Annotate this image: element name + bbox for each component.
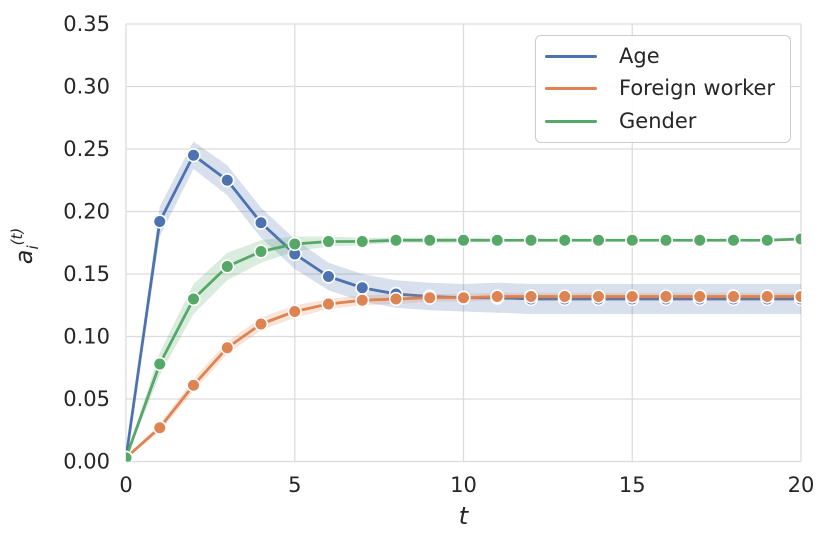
y-tick-label: 0.00 [63, 449, 110, 473]
marker-gender [692, 233, 707, 248]
marker-foreign-worker [625, 289, 640, 304]
legend-item-age: Age [536, 40, 790, 72]
marker-gender [523, 233, 539, 248]
marker-gender [253, 244, 269, 259]
marker-foreign-worker [287, 304, 302, 319]
y-axis-label: ai(t) [8, 228, 42, 264]
marker-gender [152, 356, 167, 372]
legend-swatch-foreign-worker [545, 87, 597, 91]
marker-gender [186, 291, 201, 307]
legend-item-foreign-worker: Foreign worker [536, 73, 790, 105]
y-axis-label-base: a [10, 249, 38, 265]
marker-gender [557, 233, 572, 248]
marker-gender [321, 234, 336, 249]
marker-age [152, 214, 167, 229]
legend-swatch-age [545, 54, 597, 58]
marker-foreign-worker [355, 293, 370, 308]
legend-swatch-gender [545, 120, 597, 124]
marker-foreign-worker [557, 289, 572, 304]
x-tick-label: 15 [619, 473, 646, 497]
marker-foreign-worker [692, 289, 707, 304]
legend-item-gender: Gender [536, 106, 790, 138]
marker-gender [456, 233, 471, 248]
y-tick-label: 0.05 [63, 387, 110, 411]
plot-area [126, 141, 801, 462]
marker-foreign-worker [456, 290, 471, 305]
marker-foreign-worker [253, 316, 269, 332]
x-tick-label: 5 [288, 473, 301, 497]
y-tick-label: 0.15 [63, 262, 110, 286]
marker-gender [793, 231, 801, 247]
marker-gender [126, 450, 134, 462]
marker-gender [591, 233, 606, 248]
marker-foreign-worker [321, 296, 336, 312]
marker-gender [625, 233, 640, 248]
marker-gender [220, 259, 235, 274]
marker-foreign-worker [591, 289, 606, 304]
marker-foreign-worker [760, 289, 775, 304]
marker-age [253, 215, 269, 230]
marker-foreign-worker [793, 289, 801, 304]
legend: Age Foreign worker Gender [535, 35, 791, 143]
x-tick-label: 10 [450, 473, 477, 497]
marker-gender [658, 233, 674, 248]
marker-gender [760, 233, 775, 248]
marker-age [220, 173, 235, 188]
y-tick-label: 0.30 [63, 74, 110, 98]
marker-foreign-worker [523, 289, 539, 304]
marker-gender [355, 234, 370, 249]
marker-foreign-worker [490, 289, 505, 304]
marker-age [321, 269, 336, 284]
legend-label: Foreign worker [619, 76, 776, 101]
x-tick-label: 20 [788, 473, 815, 497]
y-tick-label: 0.35 [63, 12, 110, 36]
marker-foreign-worker [422, 290, 437, 305]
y-tick-label: 0.20 [63, 199, 110, 223]
y-tick-label: 0.25 [63, 137, 110, 161]
marker-foreign-worker [186, 378, 201, 393]
marker-foreign-worker [152, 420, 167, 435]
marker-gender [287, 236, 302, 252]
y-axis-label-sup: (t) [8, 227, 26, 246]
marker-foreign-worker [726, 289, 741, 304]
y-tick-label: 0.10 [63, 324, 110, 348]
y-axis-label-sub: i [24, 245, 42, 250]
marker-age [186, 148, 201, 163]
marker-gender [388, 233, 404, 248]
legend-label: Gender [619, 109, 697, 134]
marker-gender [422, 233, 437, 248]
marker-gender [726, 233, 741, 248]
marker-age [355, 280, 370, 295]
x-axis-label: t [458, 502, 469, 530]
marker-foreign-worker [388, 291, 404, 307]
marker-foreign-worker [658, 289, 674, 304]
x-tick-label: 0 [119, 473, 132, 497]
legend-label: Age [619, 43, 660, 68]
marker-foreign-worker [220, 340, 235, 355]
tick-labels: 0.00 0.05 0.10 0.15 0.20 0.25 0.30 0.35 0 5 10 15 20 [63, 12, 814, 497]
marker-gender [490, 233, 505, 248]
